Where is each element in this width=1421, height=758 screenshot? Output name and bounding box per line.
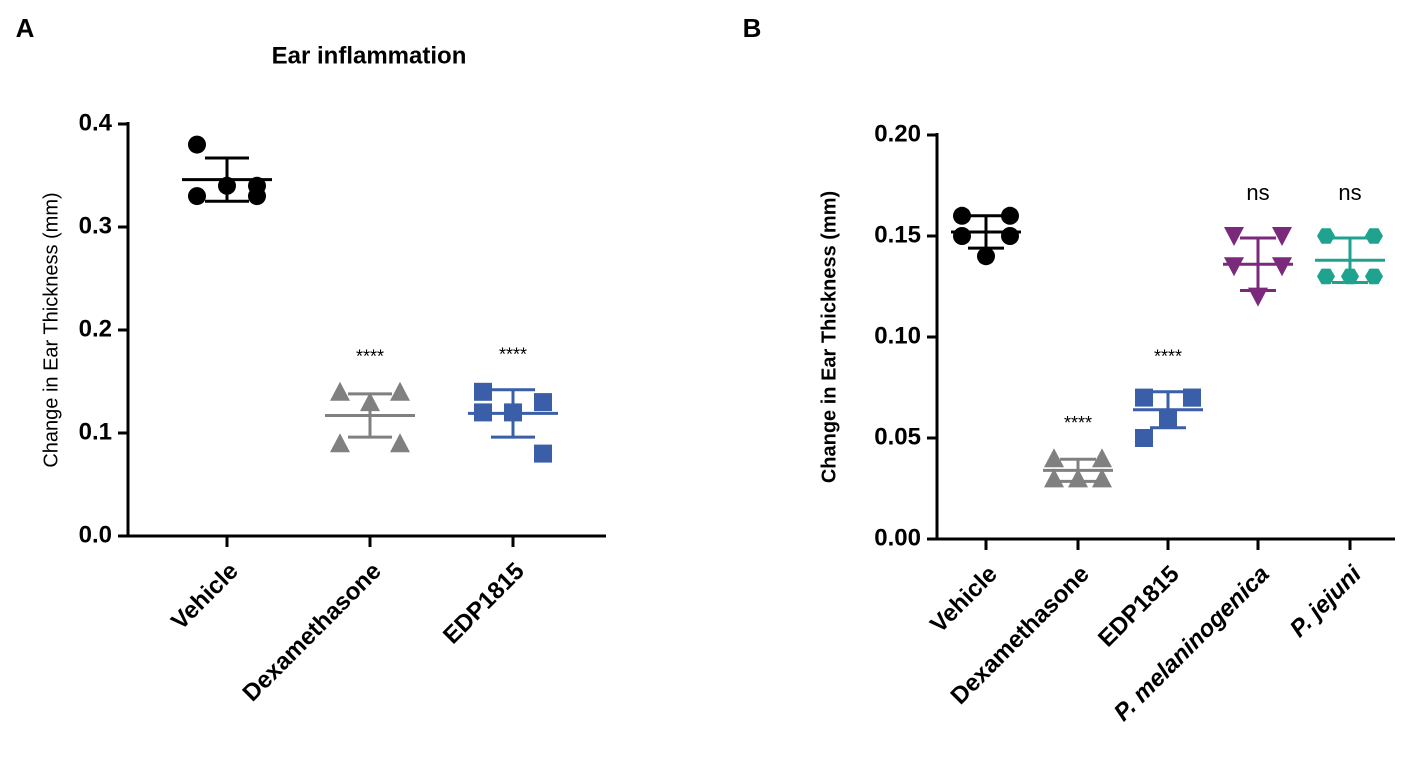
data-point [1001, 206, 1019, 225]
data-point [534, 393, 552, 412]
y-axis-label: Change in Ear Thickness (mm) [818, 191, 840, 483]
x-tick-label: P. melaninogenica [1109, 561, 1275, 727]
data-point [1317, 268, 1335, 285]
data-point [1365, 228, 1383, 244]
significance-label: **** [499, 344, 527, 364]
panel-label: B [743, 13, 762, 43]
y-tick-label: 0.20 [874, 120, 921, 147]
data-point [218, 176, 236, 195]
data-point [360, 392, 380, 412]
data-point [1183, 388, 1201, 407]
data-point [1044, 448, 1064, 468]
data-point [1341, 268, 1359, 285]
data-point [953, 206, 971, 225]
data-point [1224, 227, 1244, 246]
chart-title: Ear inflammation [272, 42, 467, 69]
x-tick-label: P. jejuni [1285, 560, 1368, 643]
data-point [390, 381, 410, 401]
data-point [1068, 468, 1088, 488]
data-point [1001, 227, 1019, 245]
data-point [188, 187, 206, 206]
data-point [977, 247, 995, 266]
data-point [330, 381, 350, 401]
significance-label: **** [356, 347, 384, 367]
significance-label: ns [1246, 180, 1269, 205]
data-point [534, 444, 552, 463]
data-point [390, 433, 410, 453]
y-tick-label: 0.4 [79, 109, 113, 136]
data-point [1365, 268, 1383, 285]
panel-label: A [16, 13, 35, 43]
data-point [1248, 287, 1268, 307]
data-point [1317, 228, 1335, 244]
y-tick-label: 0.00 [874, 524, 921, 551]
data-point [1092, 468, 1112, 488]
data-point [1044, 468, 1064, 488]
data-point [474, 382, 492, 401]
y-tick-label: 0.10 [874, 322, 921, 349]
y-tick-label: 0.1 [79, 418, 112, 445]
data-point [1159, 408, 1177, 427]
data-point [1272, 227, 1292, 246]
x-tick-label: EDP1815 [1093, 561, 1185, 653]
data-point [1135, 429, 1153, 447]
significance-label: ns [1338, 180, 1361, 205]
x-tick-label: Dexamethasone [237, 558, 386, 707]
y-tick-label: 0.3 [79, 212, 112, 239]
data-point [1092, 448, 1112, 468]
x-tick-label: EDP1815 [438, 558, 530, 650]
y-tick-label: 0.05 [874, 423, 921, 450]
data-point [330, 433, 350, 453]
x-tick-label: Vehicle [925, 561, 1003, 639]
data-point [1135, 388, 1153, 407]
y-tick-label: 0.15 [874, 221, 921, 248]
data-point [248, 187, 266, 206]
y-tick-label: 0.2 [79, 315, 112, 342]
data-point [953, 227, 971, 245]
data-point [1272, 257, 1292, 277]
y-axis-label: Change in Ear Thickness (mm) [40, 192, 62, 467]
significance-label: **** [1064, 413, 1092, 433]
data-point [1224, 257, 1244, 277]
y-tick-label: 0.0 [79, 521, 112, 548]
data-point [188, 135, 206, 154]
significance-label: **** [1154, 346, 1182, 366]
x-tick-label: Vehicle [166, 558, 244, 636]
